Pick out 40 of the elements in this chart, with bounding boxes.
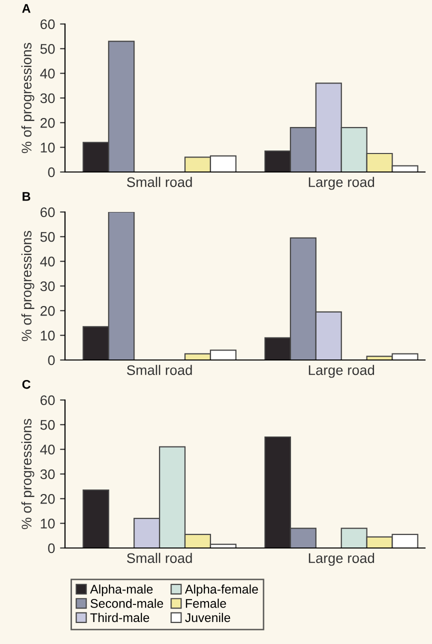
x-tick-label: Large road: [308, 552, 374, 566]
y-tick-label: 60: [40, 19, 55, 30]
x-tick-label: Large road: [308, 176, 374, 190]
x-tick-label: Small road: [126, 552, 192, 564]
y-tick-label: 0: [48, 543, 55, 554]
y-tick-label: 20: [40, 306, 55, 316]
y-tick-label: 60: [40, 395, 55, 406]
legend-label: Alpha-female: [184, 584, 258, 596]
legend-label: Second-male: [90, 598, 164, 608]
legend-label: Female: [186, 598, 226, 608]
chart-title: B: [22, 192, 30, 201]
y-tick-label: 30: [40, 281, 55, 292]
legend-label: Third-male: [90, 612, 150, 622]
legend-label: Juvenile: [185, 612, 230, 622]
y-tick-label: 60: [40, 207, 55, 218]
y-tick-label: 30: [40, 469, 55, 480]
y-axis-title: % of progressions: [21, 42, 34, 154]
y-tick-label: 0: [48, 167, 55, 178]
y-tick-label: 10: [40, 330, 55, 341]
chart-title: A: [22, 4, 30, 13]
y-tick-label: 10: [40, 142, 55, 153]
y-tick-label: 50: [40, 232, 55, 242]
y-tick-label: 40: [40, 68, 55, 79]
y-tick-label: 50: [40, 44, 55, 54]
y-axis-title: % of progressions: [21, 230, 34, 342]
y-axis-title: % of progressions: [21, 418, 34, 530]
y-tick-label: 40: [40, 256, 55, 267]
y-tick-label: 50: [40, 420, 55, 430]
x-tick-label: Small road: [126, 364, 192, 376]
chart-title: C: [22, 380, 30, 389]
bar: [82, 489, 110, 548]
x-tick-label: Large road: [308, 364, 374, 378]
y-tick-label: 0: [48, 355, 55, 366]
y-tick-label: 10: [40, 518, 55, 529]
y-tick-label: 20: [40, 494, 55, 504]
legend-label: Alpha-male: [90, 584, 153, 596]
x-tick-label: Small road: [126, 176, 192, 188]
y-tick-label: 40: [40, 444, 55, 455]
y-tick-label: 20: [40, 118, 55, 128]
y-tick-label: 30: [40, 93, 55, 104]
